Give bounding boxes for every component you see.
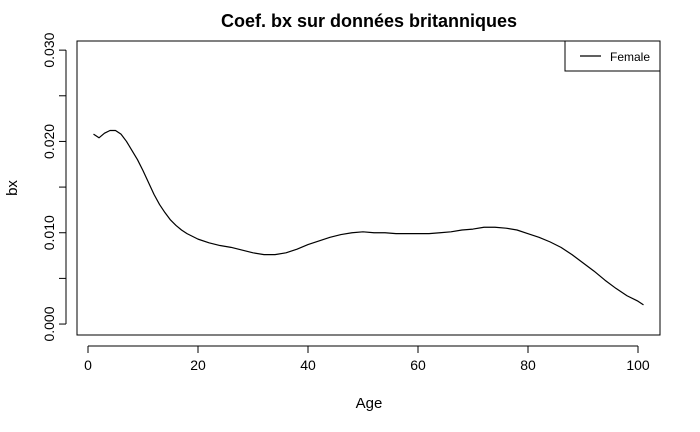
x-tick-label: 80 <box>520 357 536 373</box>
y-tick-label: 0.000 <box>41 306 57 341</box>
y-axis: 0.000 0.010 0.020 0.030 <box>41 32 67 342</box>
y-tick-label: 0.030 <box>41 32 57 67</box>
x-tick-label: 0 <box>84 357 92 373</box>
y-axis-label: bx <box>4 180 21 196</box>
plot-box <box>76 40 661 336</box>
x-tick-label: 40 <box>300 357 316 373</box>
series-group <box>93 129 644 306</box>
x-axis: 0 20 40 60 80 100 <box>84 345 650 373</box>
x-tick-label: 100 <box>626 357 650 373</box>
chart-title: Coef. bx sur données britanniques <box>221 11 517 31</box>
legend: Female <box>564 40 661 72</box>
x-tick-label: 60 <box>410 357 426 373</box>
y-tick-label: 0.020 <box>41 124 57 159</box>
y-tick-label: 0.010 <box>41 215 57 250</box>
series-line-female <box>93 129 644 306</box>
x-axis-label: Age <box>356 395 383 412</box>
x-tick-label: 20 <box>190 357 206 373</box>
legend-label-female: Female <box>610 50 650 64</box>
